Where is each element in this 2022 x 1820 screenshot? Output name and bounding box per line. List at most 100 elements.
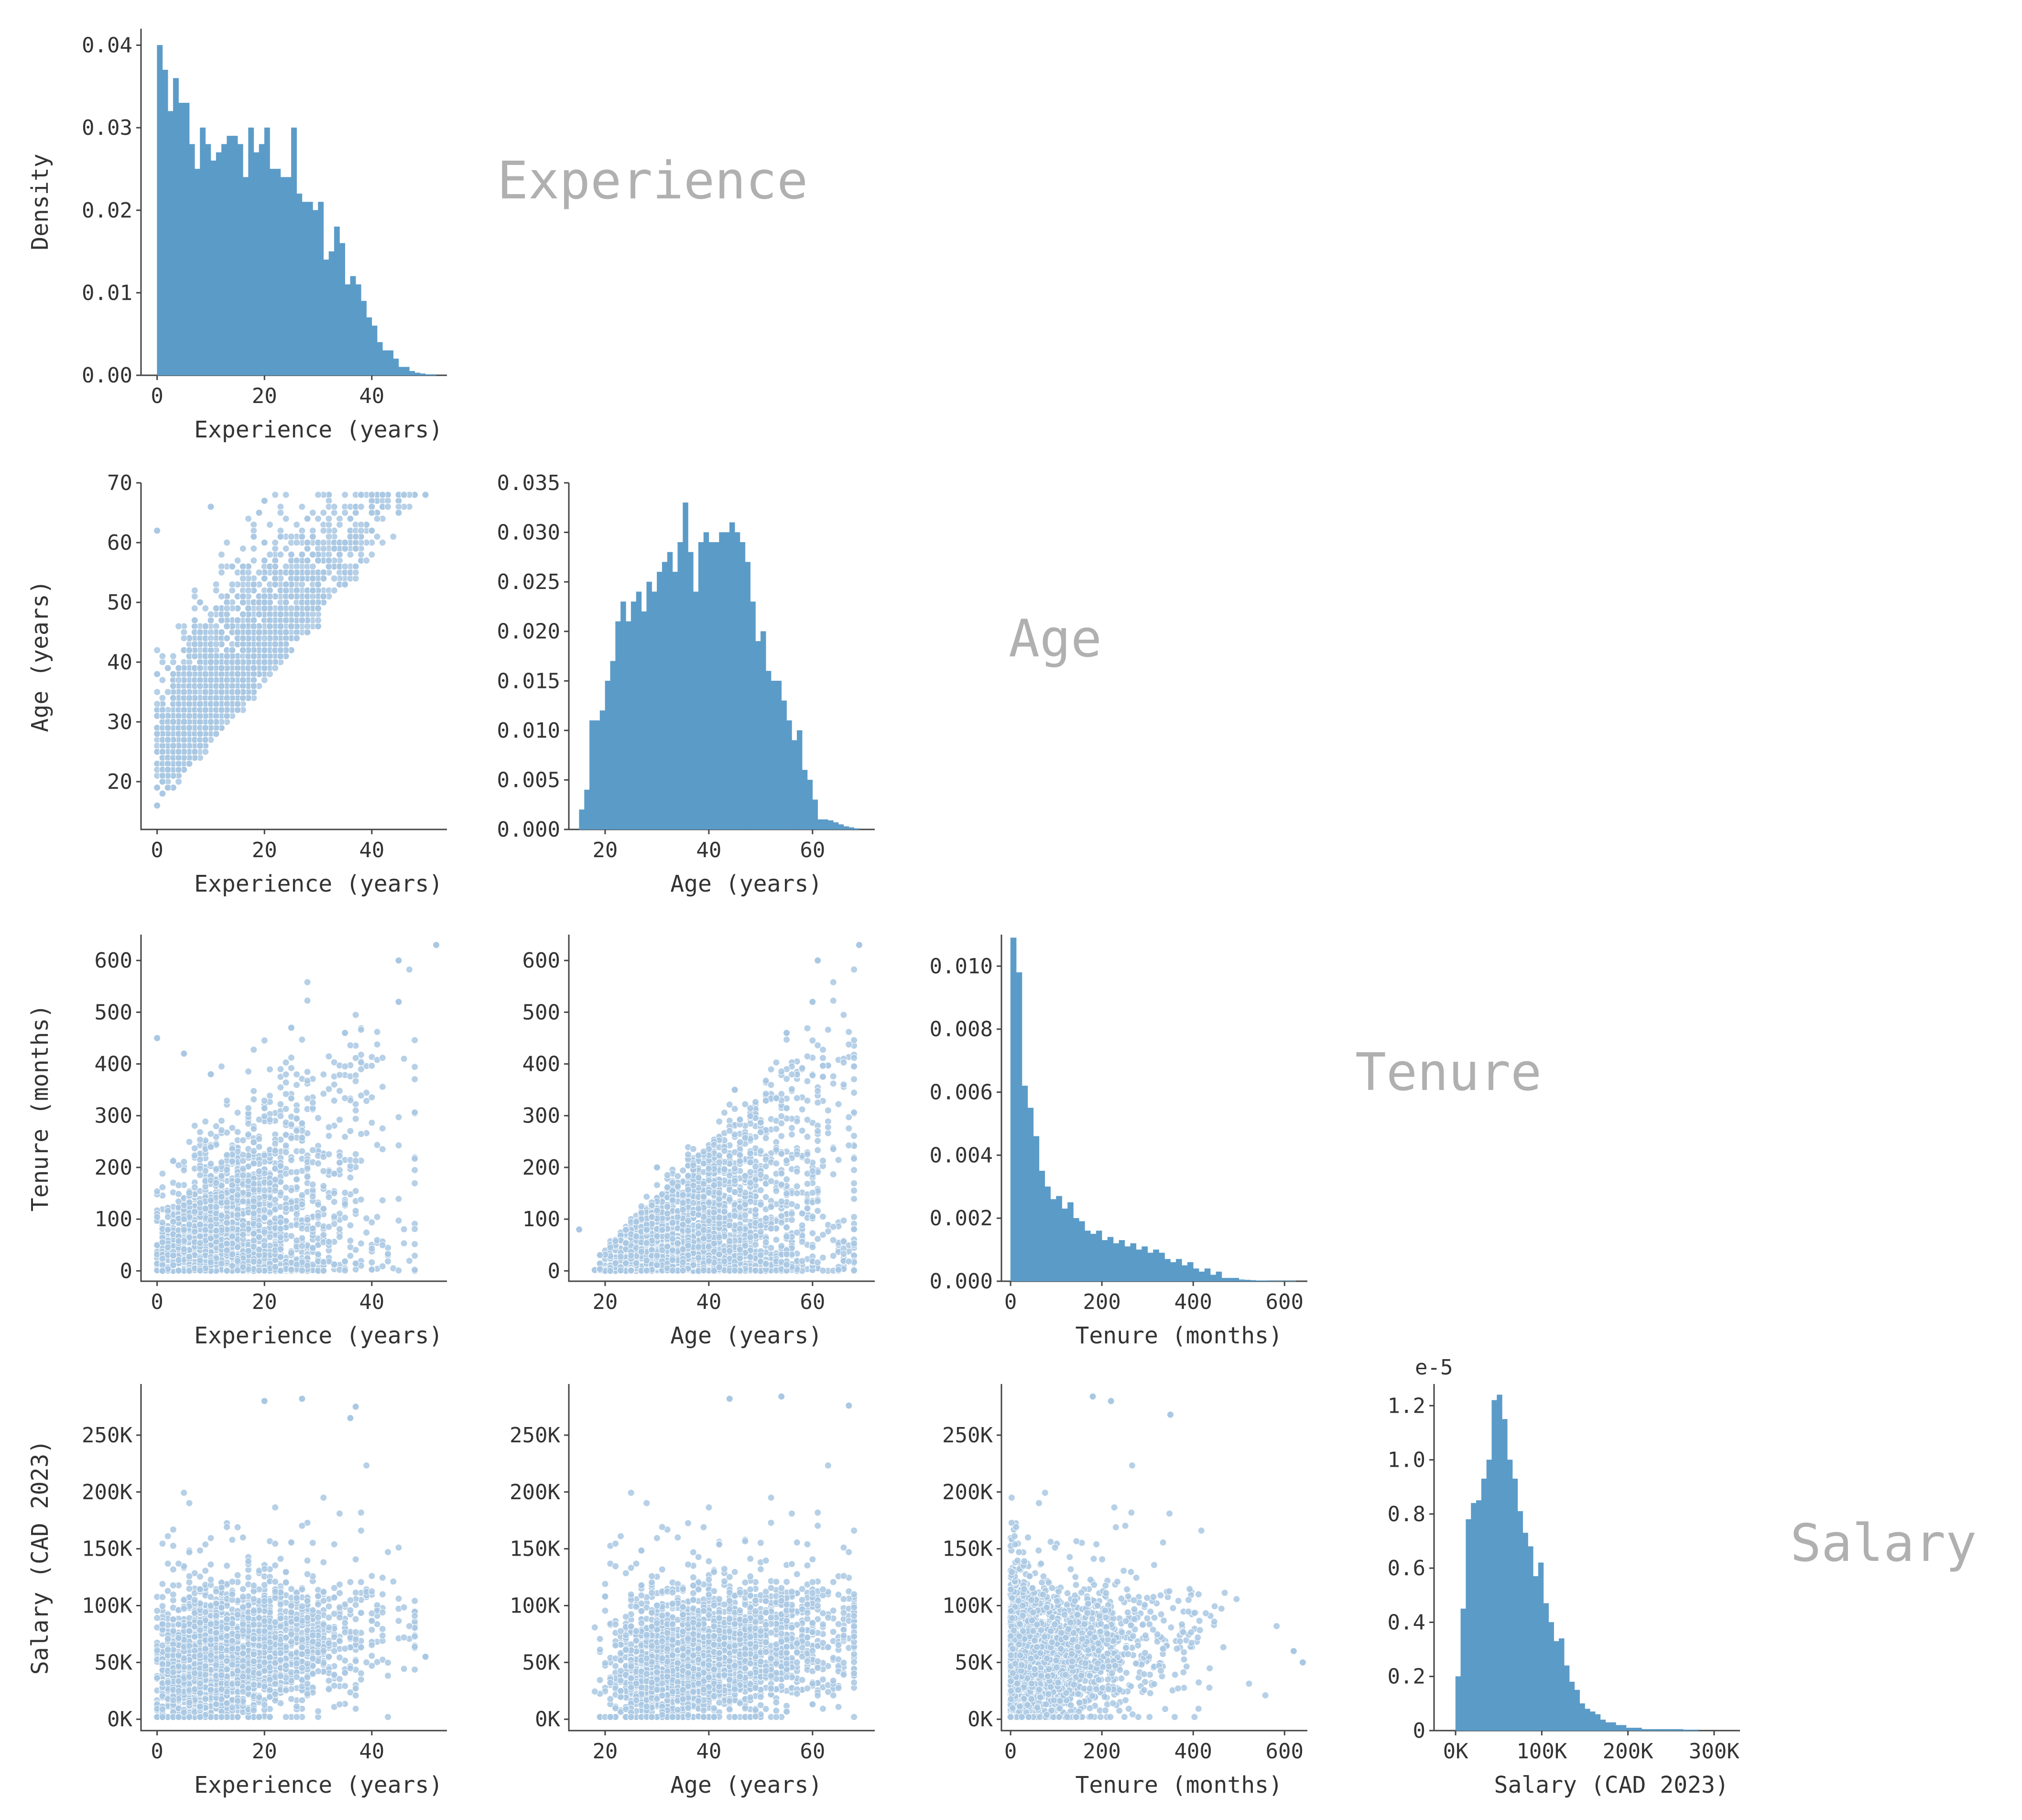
x-tick-label: 200K: [1603, 1739, 1653, 1764]
scatter-point: [411, 1109, 419, 1116]
histogram-bar: [1460, 1608, 1467, 1731]
scatter-point: [336, 1233, 343, 1241]
scatter-point: [379, 491, 386, 499]
scatter-point: [223, 700, 231, 708]
scatter-point: [175, 760, 183, 767]
scatter-point: [228, 563, 236, 570]
scatter-point: [212, 694, 220, 702]
histogram-bar: [677, 542, 683, 830]
histogram-bar: [431, 374, 436, 376]
scatter-point: [223, 599, 231, 606]
scatter-point: [395, 1142, 402, 1149]
histogram-bar: [232, 136, 238, 376]
scatter-point: [217, 593, 225, 600]
histogram-bar: [739, 542, 746, 830]
scatter-point: [261, 676, 268, 684]
scatter-point: [207, 653, 215, 660]
scatter-point: [266, 1066, 273, 1073]
histogram-bar: [414, 372, 421, 376]
scatter-point: [175, 1181, 183, 1189]
histogram-bar: [1119, 1240, 1125, 1282]
scatter-point: [239, 634, 247, 642]
histogram-bar: [1476, 1500, 1482, 1731]
scatter-point: [164, 784, 172, 791]
histogram-bar: [1107, 1237, 1114, 1282]
scatter-point: [164, 688, 172, 696]
scatter-point: [196, 682, 204, 690]
scatter-point: [261, 497, 268, 504]
histogram-bar: [745, 562, 750, 830]
scatter-point: [293, 629, 301, 636]
scatter-point: [368, 497, 376, 504]
scatter-point: [175, 665, 183, 672]
scatter-point: [287, 551, 295, 558]
y-tick-label: 50: [107, 590, 132, 615]
scatter-point: [261, 658, 268, 666]
histogram-bar: [1528, 1546, 1533, 1731]
histogram-bar: [817, 819, 823, 830]
histogram-bar: [765, 671, 772, 830]
scatter-point: [272, 641, 279, 648]
scatter-point: [411, 1240, 419, 1248]
histogram-bar: [1620, 1725, 1627, 1731]
scatter-point: [357, 551, 365, 558]
histogram-bar: [1642, 1729, 1647, 1731]
histogram-bar: [1101, 1240, 1108, 1282]
scatter-point: [255, 509, 263, 516]
histogram-bar: [1538, 1562, 1544, 1731]
scatter-point: [180, 706, 188, 714]
scatter-point: [207, 718, 215, 726]
scatter-point: [395, 497, 402, 504]
scatter-point: [373, 1028, 381, 1036]
histogram-bar: [1548, 1622, 1554, 1731]
scatter-point: [164, 665, 172, 672]
scatter-point: [223, 694, 231, 702]
histogram-bar: [248, 127, 254, 376]
scatter-point: [304, 1068, 311, 1076]
histogram-bar: [216, 152, 222, 376]
scatter-point: [239, 599, 247, 606]
scatter-point: [325, 533, 333, 540]
scatter-point: [341, 563, 349, 570]
scatter-point: [363, 1097, 370, 1105]
scatter-point: [282, 1142, 290, 1149]
scatter-point: [293, 587, 301, 594]
histogram-bar: [1517, 1511, 1523, 1731]
scatter-point: [293, 563, 301, 570]
y-tick-label: 0.020: [497, 620, 560, 644]
scatter-point: [202, 622, 209, 630]
scatter-point: [191, 1144, 198, 1152]
scatter-point: [261, 1036, 268, 1044]
histogram-bar: [259, 144, 265, 376]
scatter-point: [282, 1105, 290, 1113]
scatter-point: [202, 706, 209, 714]
scatter-point: [277, 610, 284, 618]
scatter-point: [223, 634, 231, 642]
histogram-bar: [1147, 1253, 1153, 1282]
scatter-point: [373, 1141, 381, 1149]
histogram-bar: [388, 350, 394, 376]
x-axis-label: Experience (years): [194, 871, 443, 897]
scatter-point: [202, 1118, 209, 1125]
scatter-point: [304, 545, 311, 552]
histogram-bar: [1616, 1725, 1621, 1731]
histogram-bar: [1533, 1576, 1539, 1731]
scatter-point: [282, 1184, 290, 1191]
scatter-point: [217, 629, 225, 636]
scatter-point: [196, 742, 204, 750]
scatter-point: [159, 742, 166, 750]
histogram-bar: [1244, 1280, 1250, 1282]
scatter-point: [185, 760, 193, 767]
scatter-point: [228, 581, 236, 588]
scatter-point: [239, 676, 247, 684]
scatter-point: [277, 527, 284, 534]
scatter-point: [169, 658, 177, 666]
scatter-point: [309, 587, 316, 594]
scatter-point: [293, 539, 301, 546]
scatter-point: [239, 545, 247, 552]
scatter-point: [325, 1053, 333, 1060]
scatter-point: [261, 665, 268, 672]
scatter-point: [266, 587, 273, 594]
scatter-point: [341, 1200, 349, 1208]
